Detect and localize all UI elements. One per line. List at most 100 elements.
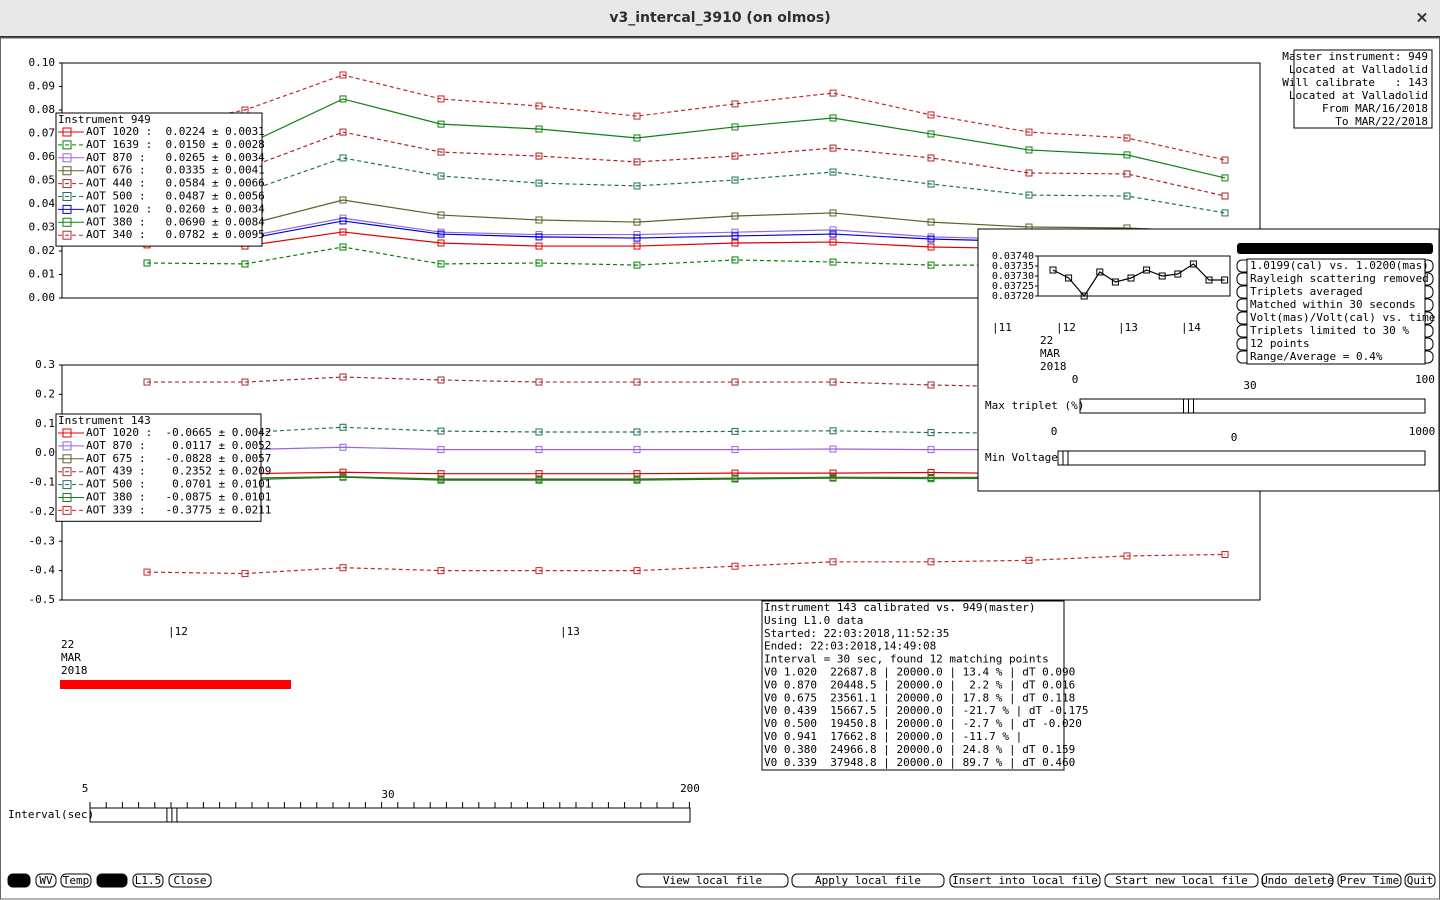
slider-min: 0 xyxy=(1051,425,1058,438)
point-marker xyxy=(731,176,739,184)
legend-entry: AOT 500 : 0.0701 ± 0.0101 xyxy=(86,478,271,491)
point-marker xyxy=(829,378,837,386)
y-tick-label: 0.2 xyxy=(35,387,55,400)
point-marker xyxy=(633,112,641,120)
button[interactable] xyxy=(7,873,31,888)
legend-marker xyxy=(62,217,72,227)
point-marker xyxy=(731,427,739,435)
point-marker xyxy=(437,148,445,156)
point-marker xyxy=(731,378,739,386)
point-marker xyxy=(1205,276,1213,284)
info-line: Will calibrate : 143 xyxy=(1282,76,1428,89)
y-tick-label: 0.03740 xyxy=(992,251,1034,262)
y-tick-label: 0.07 xyxy=(29,127,56,140)
close-button[interactable]: × xyxy=(1415,8,1428,27)
y-tick-label: 0.03735 xyxy=(992,261,1034,272)
series-line xyxy=(146,553,1226,575)
legend-marker xyxy=(62,179,72,189)
point-marker xyxy=(437,567,445,575)
button-label: L1.0 xyxy=(99,874,126,887)
legend-marker xyxy=(62,140,72,150)
legend-entry: AOT 675 : -0.0828 ± 0.0057 xyxy=(86,452,271,465)
point-marker xyxy=(731,228,739,236)
info-line: Master instrument: 949 xyxy=(1282,50,1428,63)
button[interactable] xyxy=(1261,873,1334,888)
button[interactable] xyxy=(791,873,945,888)
legend-entry: AOT 439 : 0.2352 ± 0.0209 xyxy=(86,465,271,478)
point-marker xyxy=(731,562,739,570)
option-label: Range/Average = 0.4% xyxy=(1250,350,1383,363)
option-label: 1.0199(cal) vs. 1.0200(mas) xyxy=(1250,259,1429,272)
button-label: Quit xyxy=(1407,874,1434,887)
point-marker xyxy=(535,125,543,133)
legend-marker xyxy=(62,192,72,201)
button[interactable] xyxy=(949,873,1101,888)
point-marker xyxy=(1025,146,1033,154)
button[interactable] xyxy=(96,873,128,888)
point-marker xyxy=(535,242,543,250)
report-line: Instrument 143 calibrated vs. 949(master… xyxy=(764,601,1036,614)
point-marker xyxy=(927,558,935,566)
button[interactable] xyxy=(35,873,57,888)
slider-track[interactable] xyxy=(1057,450,1426,466)
legend-entry: AOT 500 : 0.0487 ± 0.0056 xyxy=(86,190,265,203)
point-marker xyxy=(1096,268,1104,276)
point-marker xyxy=(339,228,347,236)
point-marker xyxy=(829,474,837,482)
legend-marker xyxy=(62,480,72,490)
date-label: 2018 xyxy=(1040,360,1067,373)
point-marker xyxy=(241,260,249,268)
point-marker xyxy=(633,446,641,454)
series-line xyxy=(146,98,1226,179)
y-tick-label: 0.01 xyxy=(29,268,56,281)
legend-marker xyxy=(62,467,72,477)
report-line: V0 0.500 19450.8 | 20000.0 | -2.7 % | dT… xyxy=(764,717,1082,730)
point-marker xyxy=(1065,274,1073,282)
button-label: AOT xyxy=(9,874,29,887)
button[interactable] xyxy=(1104,873,1259,888)
button[interactable] xyxy=(168,873,212,888)
button-label: Temp xyxy=(63,874,90,887)
point-marker xyxy=(437,476,445,484)
date-label: MAR xyxy=(1040,347,1060,360)
point-marker xyxy=(339,468,347,476)
point-marker xyxy=(1127,274,1135,282)
slider-track[interactable] xyxy=(89,807,691,823)
button[interactable] xyxy=(132,873,164,888)
point-marker xyxy=(1123,151,1131,159)
point-marker xyxy=(731,256,739,264)
point-marker xyxy=(731,123,739,131)
y-tick-label: -0.2 xyxy=(29,505,56,518)
point-marker xyxy=(1221,192,1229,200)
date-label: 22 xyxy=(61,638,74,651)
point-marker xyxy=(535,259,543,267)
legend-marker xyxy=(62,441,72,451)
info-line: To MAR/22/2018 xyxy=(1335,115,1428,128)
point-marker xyxy=(437,427,445,435)
point-marker xyxy=(829,558,837,566)
option-list xyxy=(1246,258,1426,365)
point-marker xyxy=(1123,170,1131,178)
option-label: Volt(mas)/Volt(cal) vs. time xyxy=(1250,311,1435,324)
legend-entry: AOT 1020 : 0.0224 ± 0.0031 xyxy=(86,125,265,138)
y-tick-label: 0.10 xyxy=(29,56,56,69)
point-marker xyxy=(927,218,935,226)
point-marker xyxy=(437,172,445,180)
button[interactable] xyxy=(1404,873,1436,888)
button[interactable] xyxy=(60,873,92,888)
point-marker xyxy=(731,239,739,247)
series-line xyxy=(146,157,1226,214)
legend-box xyxy=(55,112,263,247)
point-marker xyxy=(143,568,151,576)
point-marker xyxy=(1221,550,1229,558)
slider-track[interactable] xyxy=(1079,398,1426,414)
point-marker xyxy=(1123,134,1131,142)
legend-marker xyxy=(62,230,72,240)
point-marker xyxy=(731,152,739,160)
point-marker xyxy=(829,226,837,234)
button[interactable] xyxy=(636,873,789,888)
point-marker xyxy=(829,230,837,238)
legend-entry: AOT 339 : -0.3775 ± 0.0211 xyxy=(86,503,271,516)
button[interactable] xyxy=(1337,873,1402,888)
